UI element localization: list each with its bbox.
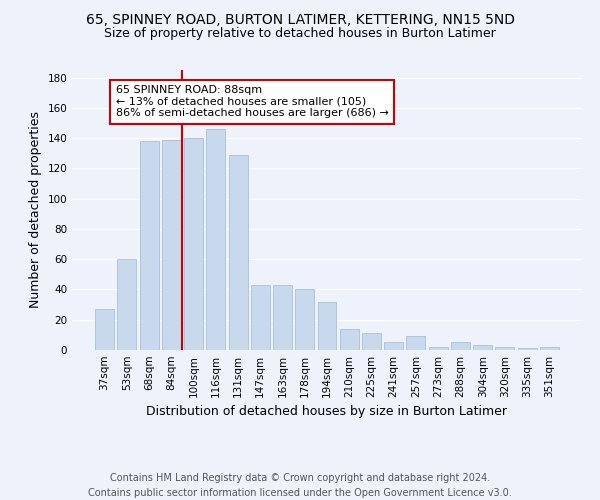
Bar [496,347,514,350]
Bar [429,347,448,350]
Bar [118,259,136,350]
Bar [95,309,114,350]
Y-axis label: Number of detached properties: Number of detached properties [29,112,42,308]
Bar [184,138,203,350]
Bar [273,285,292,350]
Bar [451,342,470,350]
Bar [251,285,270,350]
Text: 65, SPINNEY ROAD, BURTON LATIMER, KETTERING, NN15 5ND: 65, SPINNEY ROAD, BURTON LATIMER, KETTER… [86,12,515,26]
Bar [340,329,359,350]
Bar [540,347,559,350]
Bar [317,302,337,350]
Bar [295,290,314,350]
Bar [473,346,492,350]
Bar [518,348,536,350]
Bar [140,141,158,350]
Text: Size of property relative to detached houses in Burton Latimer: Size of property relative to detached ho… [104,28,496,40]
Bar [406,336,425,350]
Bar [229,155,248,350]
Text: 65 SPINNEY ROAD: 88sqm
← 13% of detached houses are smaller (105)
86% of semi-de: 65 SPINNEY ROAD: 88sqm ← 13% of detached… [116,85,389,118]
Text: Contains HM Land Registry data © Crown copyright and database right 2024.
Contai: Contains HM Land Registry data © Crown c… [88,472,512,498]
Bar [206,129,225,350]
X-axis label: Distribution of detached houses by size in Burton Latimer: Distribution of detached houses by size … [146,406,508,418]
Bar [362,334,381,350]
Bar [384,342,403,350]
Bar [162,140,181,350]
